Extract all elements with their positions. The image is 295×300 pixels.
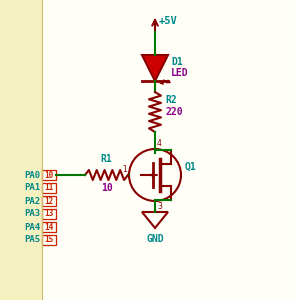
- Text: 10: 10: [44, 170, 54, 179]
- Text: D1: D1: [171, 57, 183, 67]
- Bar: [42, 170, 56, 180]
- Text: 12: 12: [44, 196, 54, 206]
- Text: PA2: PA2: [24, 196, 40, 206]
- Text: PA3: PA3: [24, 209, 40, 218]
- Text: PA5: PA5: [24, 236, 40, 244]
- Bar: [42, 196, 56, 206]
- Bar: [42, 209, 56, 219]
- Polygon shape: [142, 55, 168, 81]
- Bar: [42, 183, 56, 193]
- Text: 11: 11: [44, 184, 54, 193]
- Text: 4: 4: [157, 139, 162, 148]
- Text: Q1: Q1: [185, 162, 197, 172]
- Text: 10: 10: [101, 183, 112, 193]
- Bar: [0, 0, 42, 300]
- Text: LED: LED: [171, 68, 189, 78]
- Text: 220: 220: [165, 107, 183, 117]
- Text: 14: 14: [44, 223, 54, 232]
- Text: 13: 13: [44, 209, 54, 218]
- Text: +5V: +5V: [159, 16, 178, 26]
- Text: PA1: PA1: [24, 184, 40, 193]
- Text: 1: 1: [122, 165, 127, 174]
- Bar: [42, 222, 56, 232]
- Text: 15: 15: [44, 236, 54, 244]
- Text: PA4: PA4: [24, 223, 40, 232]
- Text: R1: R1: [101, 154, 112, 164]
- Text: 3: 3: [157, 202, 162, 211]
- Text: GND: GND: [146, 234, 164, 244]
- Text: R2: R2: [165, 95, 177, 105]
- Bar: [42, 235, 56, 245]
- Text: PA0: PA0: [24, 170, 40, 179]
